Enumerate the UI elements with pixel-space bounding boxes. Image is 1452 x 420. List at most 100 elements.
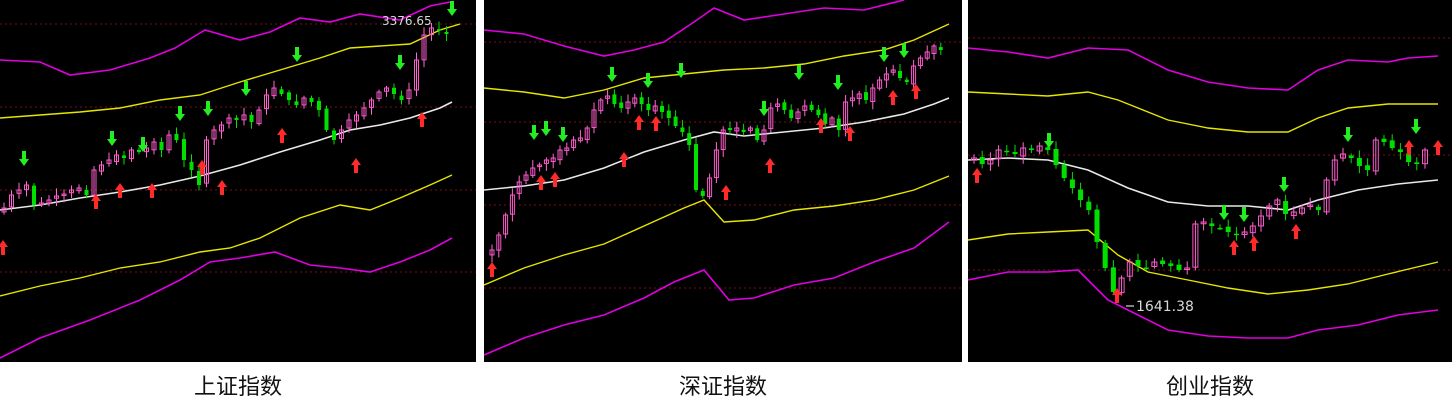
candle-body [1315,206,1321,210]
upper-band-line [0,1,451,76]
buy-arrow-icon [721,185,731,200]
candle-body [197,170,201,185]
candle-body [836,118,841,130]
candle-body [809,104,814,110]
candle-body [782,102,787,110]
candle-body [406,89,412,99]
candle-body [1143,267,1149,270]
candle-body [768,107,774,130]
candle-body [666,110,671,118]
sell-arrow-icon [395,55,405,70]
candle-body [761,129,767,142]
candle-body [1331,159,1338,181]
candle-body [1078,189,1084,200]
candle-body [537,164,543,168]
chart-panel-shanghai: 3376.65 [0,0,476,362]
chart-panel-shenzhen [484,0,962,362]
center-line [968,157,1439,211]
buy-arrow-icon [217,180,227,195]
buy-arrow-icon [417,112,427,127]
candle-body [995,149,1002,160]
candle-body [931,45,937,54]
buy-arrow-icon [651,116,661,131]
candle-body [1,207,7,213]
candle-body [287,92,291,100]
buy-arrow-icon [816,118,826,133]
candle-body [1192,223,1199,268]
candle-body [577,137,583,142]
candle-body [1160,260,1166,264]
buy-arrow-icon [911,84,921,99]
candle-body [856,93,862,99]
candle-body [339,129,344,139]
candle-body [346,119,352,129]
candle-body [1028,148,1034,150]
candle-body [189,161,194,170]
candle-body [775,103,781,107]
chart-panel-chinext: 1641.38 [968,0,1452,362]
upper-mid-band-line [0,23,461,119]
candle-body [32,185,36,205]
candle-body [429,27,434,36]
buy-arrow-icon [0,240,8,255]
candle-body [571,139,577,149]
candle-body [204,139,209,184]
candle-body [234,117,239,120]
lower-mid-band-line [484,175,950,286]
lower-band-line [0,237,453,359]
candle-body [9,194,14,208]
candle-body [864,92,868,100]
candle-body [1307,204,1314,207]
candle-body [1094,209,1100,242]
candle-body [543,159,549,164]
sell-arrow-icon [558,127,568,142]
candle-body [54,195,59,199]
candle-body [728,128,732,130]
candle-body [687,133,692,145]
candle-body [849,97,855,102]
sell-arrow-icon [794,65,804,80]
sell-arrow-icon [541,121,551,136]
candle-body [652,105,658,112]
candle-body [166,134,172,151]
candle-body [612,94,617,104]
candle-body [129,149,134,160]
candle-body [898,70,902,78]
candle-body [1184,267,1191,270]
candle-body [114,154,119,163]
candle-body [1283,201,1289,214]
candle-body [151,141,157,151]
candle-body [1323,179,1330,213]
candle-body [680,127,685,132]
candle-body [361,107,367,117]
candle-body [1045,147,1051,150]
candle-body [1061,164,1067,178]
candle-body [673,116,678,126]
candle-body [1233,233,1239,236]
candle-body [938,47,943,50]
buy-arrow-icon [487,262,497,277]
candle-body [870,87,876,103]
candle-body [911,65,917,85]
candlestick-chart-shenzhen [484,0,962,356]
candle-body [707,177,713,198]
sell-arrow-icon [19,151,29,166]
buy-arrow-icon [91,194,101,209]
lower-mid-band-line [0,174,453,297]
candle-body [294,101,299,105]
candle-body [816,109,821,115]
candle-body [159,141,164,150]
candle-body [1249,225,1256,234]
candle-body [384,87,389,92]
candle-body [1126,261,1133,277]
buy-arrow-icon [351,158,361,173]
buy-arrow-icon [765,158,775,173]
candle-body [421,34,427,61]
candle-body [1217,227,1223,230]
upper-band-line [484,0,905,57]
buy-arrow-icon [845,126,855,141]
buy-arrow-icon [115,183,125,198]
buy-arrow-icon [197,160,207,175]
candle-body [226,117,232,124]
candle-body [713,149,719,179]
